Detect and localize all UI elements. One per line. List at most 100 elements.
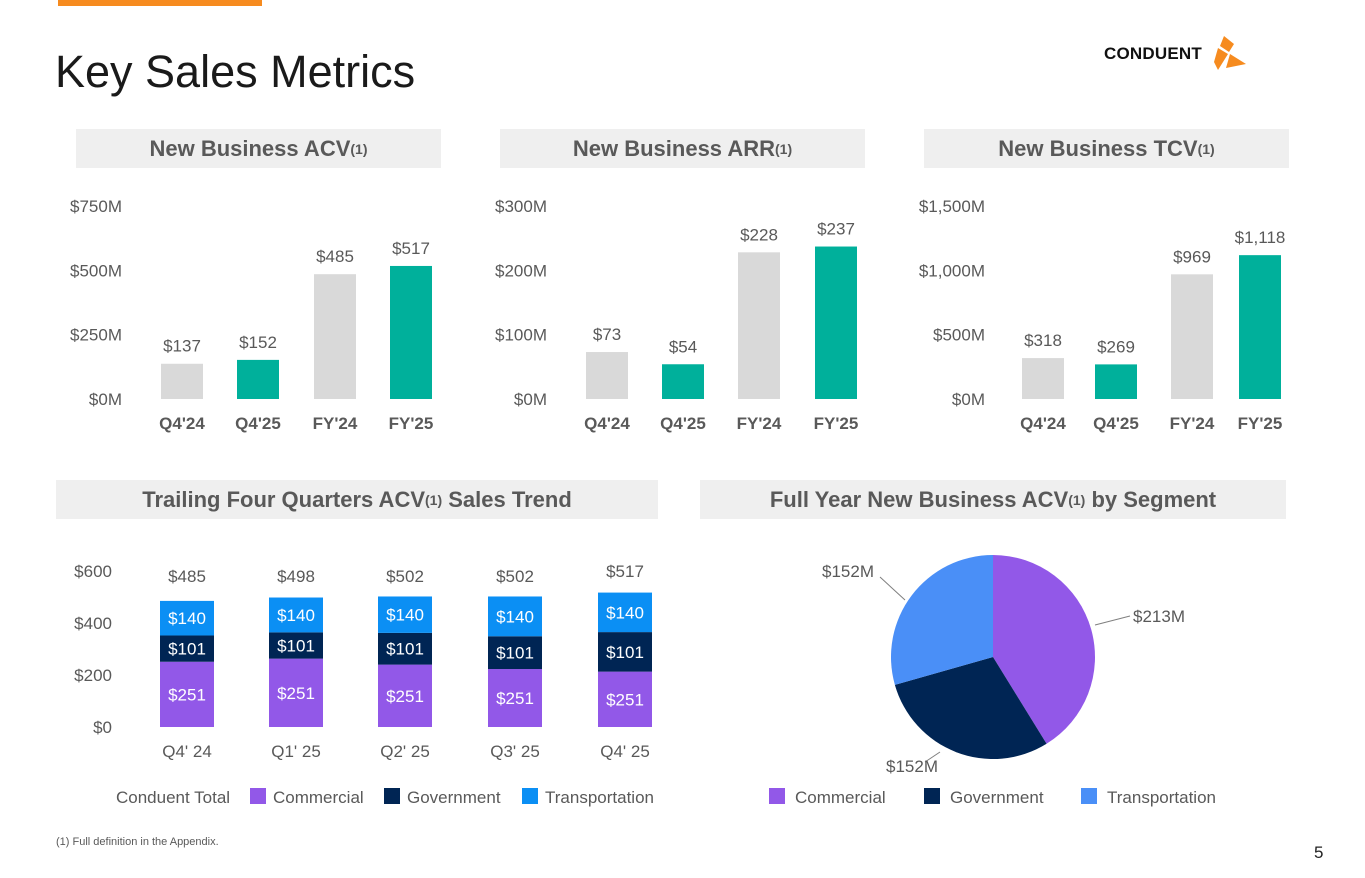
page-title: Key Sales Metrics [55, 46, 416, 97]
pie-legend-label: Commercial [795, 788, 886, 807]
pie-data-label: $152M [886, 757, 938, 776]
trend-category-label: Q3' 25 [490, 742, 540, 761]
trend-ytick-label: $600 [74, 562, 112, 581]
footnote: (1) Full definition in the Appendix. [56, 836, 219, 848]
trend-legend-swatch [250, 788, 266, 804]
acv-data-label: $137 [163, 337, 201, 356]
trend-category-label: Q4' 25 [600, 742, 650, 761]
trend-bar-commercial [378, 664, 432, 727]
tcv-data-label: $269 [1097, 337, 1135, 356]
tcv-data-label: $318 [1024, 331, 1062, 350]
arr-ytick-label: $100M [495, 326, 547, 345]
trend-legend-swatch [522, 788, 538, 804]
logo-text: CONDUENT [1104, 44, 1202, 63]
trend-segment-label: $101 [496, 644, 534, 663]
tcv-data-label: $969 [1173, 247, 1211, 266]
conduent-logo-icon [1213, 36, 1246, 70]
arr-bar [738, 252, 780, 399]
header-segment: Full Year New Business ACV (1) by Segment [700, 480, 1286, 519]
arr-data-label: $237 [817, 220, 855, 239]
trend-total-label: $502 [386, 567, 424, 586]
tcv-category-label: Q4'24 [1020, 414, 1066, 433]
arr-category-label: Q4'24 [584, 414, 630, 433]
arr-category-label: FY'24 [737, 414, 782, 433]
acv-ytick-label: $750M [70, 197, 122, 216]
acv-ytick-label: $500M [70, 261, 122, 280]
trend-segment-label: $101 [386, 640, 424, 659]
arr-ytick-label: $0M [514, 390, 547, 409]
trend-bar-transportation [160, 600, 214, 636]
acv-ytick-label: $250M [70, 326, 122, 345]
tcv-bar [1239, 255, 1281, 399]
acv-bar [390, 265, 432, 399]
trend-legend-swatch [384, 788, 400, 804]
acv-bar [314, 274, 356, 399]
trend-segment-label: $140 [277, 606, 315, 625]
acv-ytick-label: $0M [89, 390, 122, 409]
header-arr: New Business ARR (1) [500, 129, 865, 168]
trend-bar-commercial [160, 661, 214, 727]
trend-segment-label: $140 [496, 607, 534, 626]
tcv-category-label: FY'25 [1238, 414, 1283, 433]
trend-bar-transportation [378, 596, 432, 633]
trend-segment-label: $251 [606, 690, 644, 709]
trend-total-label: $517 [606, 562, 644, 581]
trend-bar-government [160, 635, 214, 662]
trend-ytick-label: $200 [74, 666, 112, 685]
trend-ytick-label: $400 [74, 614, 112, 633]
trend-segment-label: $140 [386, 606, 424, 625]
arr-ytick-label: $200M [495, 261, 547, 280]
trend-bar-government [269, 632, 323, 659]
tcv-ytick-label: $1,000M [919, 261, 985, 280]
acv-category-label: FY'24 [313, 414, 358, 433]
trend-ytick-label: $0 [93, 718, 112, 737]
trend-legend-label: Transportation [545, 788, 654, 807]
tcv-bar [1022, 358, 1064, 399]
trend-legend-label: Government [407, 788, 501, 807]
arr-bar [815, 246, 857, 399]
pie-legend-label: Government [950, 788, 1044, 807]
arr-data-label: $228 [740, 225, 778, 244]
acv-data-label: $152 [239, 333, 277, 352]
tcv-category-label: FY'24 [1170, 414, 1215, 433]
pie-data-label: $213M [1133, 607, 1185, 626]
trend-bar-commercial [269, 658, 323, 727]
trend-legend-total: Conduent Total [116, 788, 230, 807]
pie-leader-line [879, 576, 906, 601]
trend-segment-label: $251 [277, 684, 315, 703]
trend-bar-government [378, 632, 432, 665]
trend-total-label: $498 [277, 567, 315, 586]
pie-data-label: $152M [822, 562, 874, 581]
pie-leader-line [1094, 615, 1131, 626]
trend-total-label: $485 [168, 567, 206, 586]
pie-legend-swatch [1081, 788, 1097, 804]
arr-ytick-label: $300M [495, 197, 547, 216]
trend-category-label: Q1' 25 [271, 742, 321, 761]
trend-segment-label: $140 [606, 603, 644, 622]
trend-bar-commercial [488, 669, 542, 727]
trend-category-label: Q2' 25 [380, 742, 430, 761]
trend-bar-transportation [598, 592, 652, 633]
trend-bar-government [488, 636, 542, 670]
pie-slice-transportation [890, 555, 993, 685]
arr-category-label: Q4'25 [660, 414, 706, 433]
pie-slice-commercial [993, 555, 1095, 744]
pie-legend-swatch [769, 788, 785, 804]
trend-total-label: $502 [496, 567, 534, 586]
acv-category-label: Q4'24 [159, 414, 205, 433]
pie-legend-swatch [924, 788, 940, 804]
tcv-ytick-label: $500M [933, 326, 985, 345]
acv-data-label: $485 [316, 247, 354, 266]
arr-data-label: $54 [669, 337, 697, 356]
tcv-bar [1095, 364, 1137, 399]
pie-leader-line [924, 751, 941, 763]
acv-category-label: Q4'25 [235, 414, 281, 433]
trend-bar-commercial [598, 671, 652, 727]
trend-bar-government [598, 632, 652, 672]
tcv-category-label: Q4'25 [1093, 414, 1139, 433]
tcv-ytick-label: $1,500M [919, 197, 985, 216]
arr-bar [662, 364, 704, 399]
tcv-bar [1171, 274, 1213, 399]
arr-bar [586, 352, 628, 399]
